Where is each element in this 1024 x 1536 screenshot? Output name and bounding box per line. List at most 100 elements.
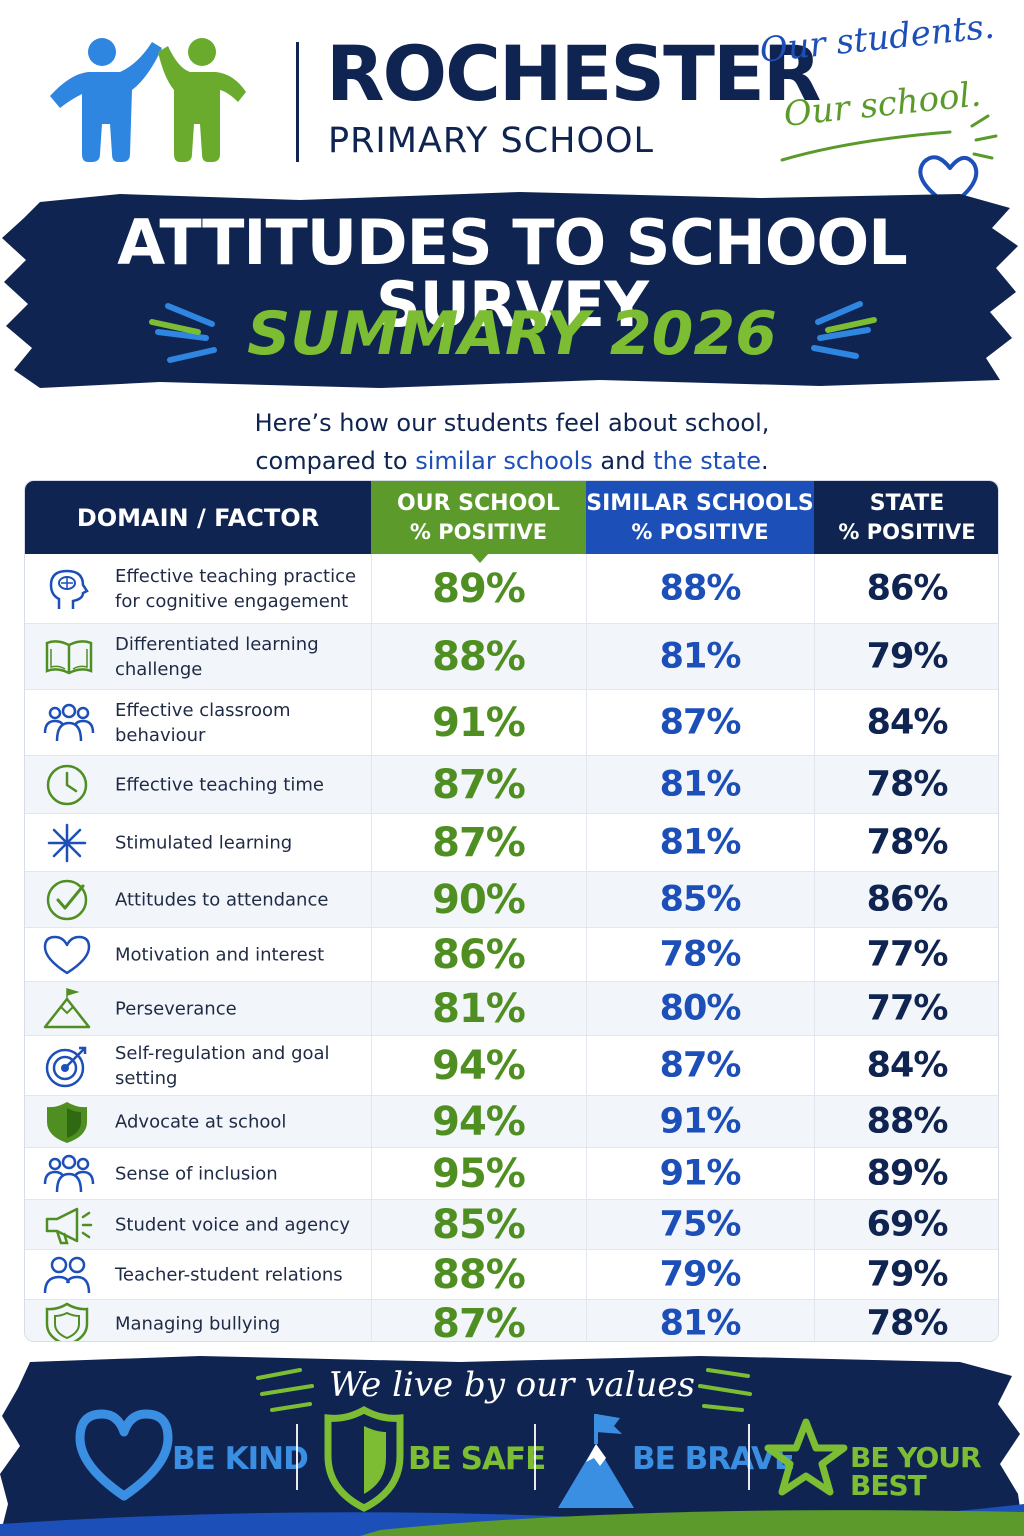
header-domain-label: DOMAIN / FACTOR [76,503,320,532]
domain-label: Motivation and interest [115,944,325,965]
similar-schools-value: 79% [659,1254,742,1294]
value-be-brave [556,1404,636,1514]
shield-icon [43,1100,95,1144]
our-school-value: 94% [432,1042,526,1089]
intro-line2: compared to similar schools and the stat… [0,442,1024,480]
mountain-flag-icon [43,987,95,1031]
column-divider [814,554,815,623]
column-divider [586,1036,587,1095]
intro-similar-schools: similar schools [415,447,593,475]
header-similar-schools: SIMILAR SCHOOLS % POSITIVE [586,481,814,554]
intro-text: Here’s how our students feel about schoo… [0,404,1024,480]
column-divider [371,1250,372,1299]
header-state-label: STATE [869,490,945,516]
column-divider [586,1300,587,1341]
column-divider [814,1250,815,1299]
our-school-value: 85% [432,1201,526,1248]
our-school-value: 94% [432,1098,526,1145]
value-separator [534,1424,536,1490]
check-circle-icon [43,878,95,922]
value-label-be-safe: BE SAFE [408,1441,546,1477]
column-divider [371,554,372,623]
table-row: Effective teaching time 87% 81% 78% [25,756,998,814]
similar-schools-value: 87% [659,1045,742,1085]
column-divider [371,872,372,927]
two-people-icon [43,1253,95,1297]
column-divider [371,1200,372,1249]
tagline-line1: Our students. [757,6,997,71]
megaphone-icon [43,1203,95,1247]
domain-label: Self-regulation and goal setting [115,1042,330,1089]
domain-label: Effective classroom behaviour [115,699,291,746]
values-title: We live by our values [328,1365,695,1405]
intro-line1: Here’s how our students feel about schoo… [254,409,770,437]
header-our-school-unit: % POSITIVE [409,519,548,544]
similar-schools-value: 80% [659,988,742,1028]
column-divider [814,982,815,1035]
school-name: ROCHESTER [326,29,821,118]
table-row: Stimulated learning 87% 81% 78% [25,814,998,872]
our-school-value: 88% [432,1251,526,1298]
tagline-heart-icon [780,114,998,208]
page-header: ROCHESTER PRIMARY SCHOOL Our students. O… [0,0,1024,208]
state-value: 77% [866,988,949,1028]
table-row: Self-regulation and goal setting 94% 87%… [25,1036,998,1096]
our-school-value: 87% [432,1300,526,1342]
column-divider [586,872,587,927]
column-divider [814,1036,815,1095]
domain-label: Teacher-student relations [115,1264,343,1285]
brush-stroke-background [2,192,1018,388]
table-row: Effective classroom behaviour 91% 87% 84… [25,690,998,756]
column-divider [814,814,815,871]
similar-schools-value: 78% [659,934,742,974]
table-row: Advocate at school 94% 91% 88% [25,1096,998,1148]
column-divider [586,554,587,623]
shield-outline-icon [43,1302,95,1341]
column-divider [586,928,587,981]
open-book-icon [43,635,95,679]
column-divider [814,928,815,981]
state-value: 86% [866,879,949,919]
column-divider [371,1300,372,1341]
header-our-school-label: OUR SCHOOL [397,490,560,516]
column-divider [586,1096,587,1147]
target-icon [43,1044,95,1088]
our-school-value: 86% [432,931,526,978]
domain-label: Sense of inclusion [115,1163,278,1184]
state-value: 69% [866,1204,949,1244]
heart-icon [75,1409,173,1501]
our-school-value: 88% [432,633,526,680]
intro-line2-prefix: compared to [255,447,416,475]
our-school-value: 89% [432,565,526,612]
similar-schools-value: 91% [659,1101,742,1141]
logo-divider [296,42,299,162]
column-divider [814,1096,815,1147]
state-value: 77% [866,934,949,974]
header-domain: DOMAIN / FACTOR [25,481,371,554]
table-row: Perseverance 81% 80% 77% [25,982,998,1036]
star-icon [764,1418,848,1496]
intro-line2-suffix: . [761,447,769,475]
state-value: 79% [866,1254,949,1294]
domain-label: Differentiated learning challenge [115,633,319,680]
state-value: 78% [866,764,949,804]
footer-brush-background [0,1356,1024,1536]
mountain-flag-icon [558,1414,634,1508]
column-divider [371,690,372,755]
state-value: 79% [866,636,949,676]
column-divider [814,872,815,927]
survey-title: ATTITUDES TO SCHOOL SURVEY [117,206,907,341]
domain-label: Effective teaching time [115,774,324,795]
shield-icon [324,1405,404,1512]
state-value: 86% [866,568,949,608]
state-value: 78% [866,1303,949,1342]
similar-schools-value: 85% [659,879,742,919]
column-divider [371,1148,372,1199]
table-row: Sense of inclusion 95% 91% 89% [25,1148,998,1200]
our-school-value: 87% [432,761,526,808]
intro-line2-mid: and [592,447,654,475]
column-divider [814,690,815,755]
domain-label: Student voice and agency [115,1214,351,1235]
column-divider [586,1250,587,1299]
value-label-be-kind: BE KIND [172,1441,309,1477]
